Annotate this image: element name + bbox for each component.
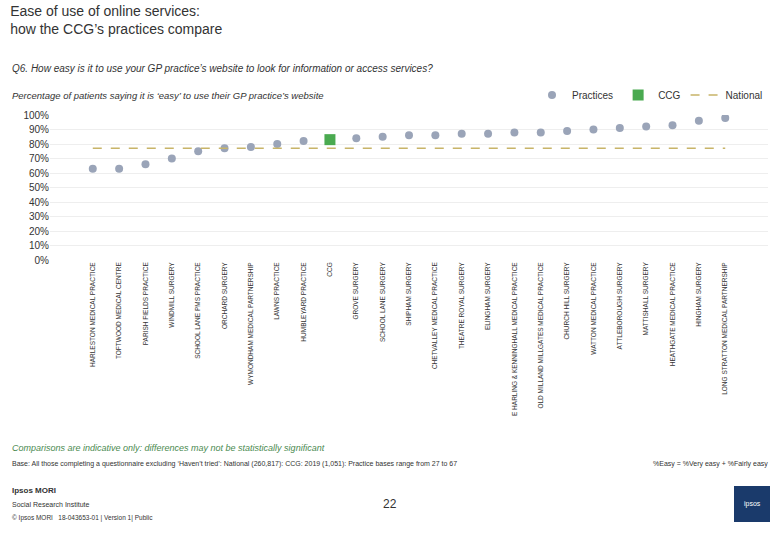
svg-text:CCG: CCG xyxy=(658,90,680,101)
svg-text:OLD MILLAND MILLGATES MEDICAL: OLD MILLAND MILLGATES MEDICAL PRACTICE xyxy=(537,262,544,409)
svg-text:ATTLEBOROUGH SURGERY: ATTLEBOROUGH SURGERY xyxy=(616,262,623,350)
svg-text:ELINGHAM SURGERY: ELINGHAM SURGERY xyxy=(484,262,491,330)
svg-text:0%: 0% xyxy=(35,255,50,266)
svg-text:100%: 100% xyxy=(23,110,49,121)
svg-text:LONG STRATTON MEDICAL PARTNERS: LONG STRATTON MEDICAL PARTNERSHIP xyxy=(721,262,728,395)
svg-text:40%: 40% xyxy=(29,197,49,208)
svg-text:PARISH FIELDS PRACTICE: PARISH FIELDS PRACTICE xyxy=(142,262,149,346)
svg-text:22: 22 xyxy=(383,497,397,511)
svg-text:ipsos: ipsos xyxy=(744,500,761,508)
svg-text:Comparisons are indicative onl: Comparisons are indicative only: differe… xyxy=(12,443,325,453)
svg-text:HEATHGATE MEDICAL PRACTICE: HEATHGATE MEDICAL PRACTICE xyxy=(669,262,676,367)
svg-text:National: National xyxy=(726,90,763,101)
svg-text:70%: 70% xyxy=(29,153,49,164)
svg-text:Base: All those completing a q: Base: All those completing a questionnai… xyxy=(12,460,457,468)
svg-text:LAWNS PRACTICE: LAWNS PRACTICE xyxy=(273,262,280,320)
svg-text:SCHOOL LANE PMS PRACTICE: SCHOOL LANE PMS PRACTICE xyxy=(194,262,201,359)
svg-text:%Easy = %Very easy + %Fairly e: %Easy = %Very easy + %Fairly easy xyxy=(653,460,768,468)
svg-text:30%: 30% xyxy=(29,211,49,222)
svg-text:SCHOOL LANE SURGERY: SCHOOL LANE SURGERY xyxy=(379,262,386,342)
svg-text:THEATRE ROYAL SURGERY: THEATRE ROYAL SURGERY xyxy=(458,262,465,349)
svg-text:50%: 50% xyxy=(29,182,49,193)
svg-text:© Ipsos MORI 18-043653-01 |: © Ipsos MORI 18-043653-01 | Version 1| P… xyxy=(12,514,153,522)
svg-text:CHURCH HILL SURGERY: CHURCH HILL SURGERY xyxy=(563,262,570,340)
svg-text:TOFTWOOD MEDICAL CENTRE: TOFTWOOD MEDICAL CENTRE xyxy=(115,262,122,359)
svg-text:WINDMILL SURGERY: WINDMILL SURGERY xyxy=(168,262,175,328)
svg-text:80%: 80% xyxy=(29,139,49,150)
svg-text:Q6. How easy is it to use your: Q6. How easy is it to use your GP practi… xyxy=(12,63,433,74)
svg-text:20%: 20% xyxy=(29,226,49,237)
svg-text:Ipsos MORI: Ipsos MORI xyxy=(12,486,56,495)
svg-text:ORCHARD SURGERY: ORCHARD SURGERY xyxy=(221,262,228,329)
svg-text:Ease of use of online services: Ease of use of online services:how the C… xyxy=(10,3,222,37)
svg-text:WYMONDHAM MEDICAL PARTNERSHIP: WYMONDHAM MEDICAL PARTNERSHIP xyxy=(247,262,254,385)
svg-text:HINGHAM SURGERY: HINGHAM SURGERY xyxy=(695,262,702,327)
svg-text:Percentage of patients saying: Percentage of patients saying it is ‘eas… xyxy=(12,90,324,101)
svg-text:60%: 60% xyxy=(29,168,49,179)
svg-text:WATTON MEDICAL PRACTICE: WATTON MEDICAL PRACTICE xyxy=(590,262,597,355)
svg-text:HUMBLEYARD PRACTICE: HUMBLEYARD PRACTICE xyxy=(300,262,307,342)
svg-text:SHIPHAM SURGERY: SHIPHAM SURGERY xyxy=(405,262,412,326)
svg-text:E HARLING & KENNINGHALL MEDICA: E HARLING & KENNINGHALL MEDICAL PRACTICE xyxy=(511,262,518,416)
svg-text:Social Research Institute: Social Research Institute xyxy=(12,501,90,508)
svg-text:MATTISHALL SURGERY: MATTISHALL SURGERY xyxy=(642,262,649,336)
svg-text:GROVE SURGERY: GROVE SURGERY xyxy=(352,262,359,320)
svg-text:CCG: CCG xyxy=(326,262,333,276)
svg-text:CHETVALLEY MEDICAL PRACTICE: CHETVALLEY MEDICAL PRACTICE xyxy=(431,262,438,369)
svg-text:90%: 90% xyxy=(29,124,49,135)
svg-text:10%: 10% xyxy=(29,240,49,251)
svg-text:Practices: Practices xyxy=(572,90,613,101)
svg-text:HARLESTON MEDICAL PRACTICE: HARLESTON MEDICAL PRACTICE xyxy=(89,262,96,367)
